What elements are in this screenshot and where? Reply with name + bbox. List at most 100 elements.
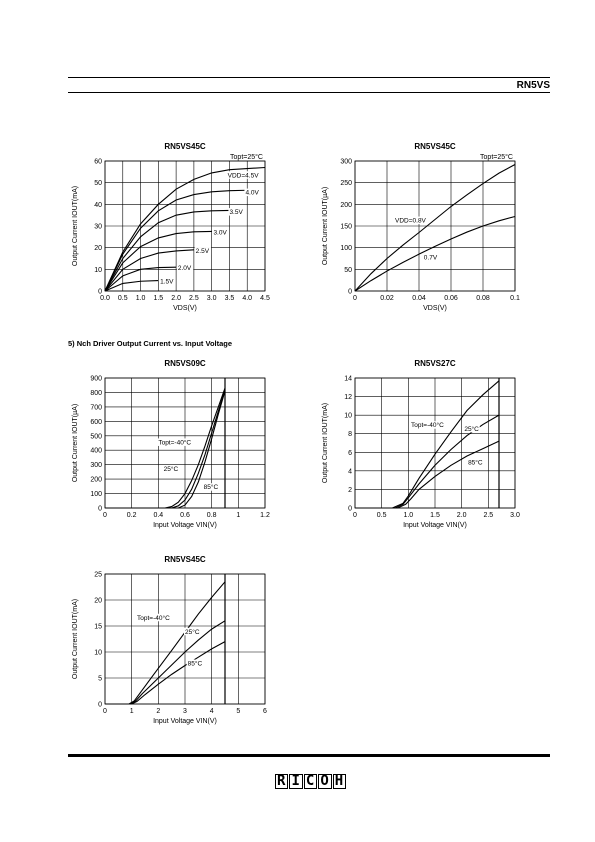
curve-label: 2.0V (178, 265, 192, 272)
chart-rn5vs45c-vin: RN5VS45C 0 1 2 3 4 5 6 0 5 10 15 20 25 Input Voltage V… (60, 553, 290, 743)
curve-label-bg (463, 424, 480, 433)
curve-label-bg (202, 483, 220, 491)
x-tick-label: 2 (156, 708, 160, 715)
y-tick-label: 4 (348, 468, 352, 475)
series-line-3 (104, 230, 212, 292)
chart-title: RN5VS09C (164, 359, 206, 368)
y-tick-label: 0 (348, 289, 352, 296)
x-tick-label: 0.02 (380, 295, 394, 302)
y-tick-label: 8 (348, 431, 352, 438)
x-tick-label: 0 (103, 708, 107, 715)
plot-frame (104, 160, 266, 292)
curve-label: 1.5V (160, 278, 174, 285)
x-tick-label: 1.0 (403, 512, 413, 519)
header-rule-bottom (68, 92, 550, 93)
curve-label-bg (394, 216, 425, 225)
chart-svg: 0 1 2 3 4 5 6 0 5 10 15 20 25 Input Voltage VIN(V) Out… (72, 572, 267, 726)
y-axis-label: Output Current IOUT(mA) (72, 186, 79, 266)
curve-label-bg (157, 438, 196, 446)
x-tick-label: 3.5 (225, 295, 235, 302)
y-axis-label: Output Current IOUT(µA) (72, 404, 79, 482)
y-tick-label: 25 (94, 572, 102, 579)
chart-svg: 0 0.5 1.0 1.5 2.0 2.5 3.0 0 2 4 6 8 10 12 14 Input Volt… (322, 376, 520, 530)
plot-frame (104, 377, 266, 509)
x-tick-label: 0 (353, 295, 357, 302)
header-title: RN5VS (516, 80, 550, 91)
x-tick-label: 0.06 (444, 295, 458, 302)
x-tick-label: 3.0 (510, 512, 520, 519)
curve-label-bg (186, 659, 204, 668)
y-tick-label: 0 (98, 702, 102, 709)
x-tick-label: 2.5 (189, 295, 199, 302)
curve-label-bg (194, 247, 212, 255)
chart-title: RN5VS45C (164, 555, 206, 564)
chart-svg: 0.0 0.5 1.0 1.5 2.0 2.5 3.0 3.5 4.0 4.5 0 10 20 30 40 5… (72, 153, 270, 312)
curve-label-bg (226, 171, 258, 179)
curve-label-bg (136, 613, 174, 622)
y-tick-label: 6 (348, 450, 352, 457)
chart-rn5vs45c-vds-ua: RN5VS45C 0 0.02 0.04 0.06 0.08 0.1 0 50 100 150 200… (310, 140, 540, 330)
chart-title: RN5VS45C (414, 142, 456, 151)
y-tick-label: 15 (94, 624, 102, 631)
y-tick-label: 20 (94, 245, 102, 252)
curve-label: 25°C (464, 425, 479, 433)
series-line-0 (355, 380, 500, 509)
curve-label: 25°C (164, 465, 179, 473)
x-tick-label: 1.0 (136, 295, 146, 302)
x-tick-label: 0.6 (180, 512, 190, 519)
y-tick-label: 60 (94, 159, 102, 166)
y-tick-label: 2 (348, 487, 352, 494)
x-tick-label: 2.5 (483, 512, 493, 519)
chart-rn5vs27c-vin: RN5VS27C 0 0.5 1.0 1.5 2.0 2.5 3.0 0 2 4 6 8 10 12 14 In… (310, 357, 540, 547)
series-line-0 (354, 163, 516, 292)
x-tick-label: 0.08 (476, 295, 490, 302)
y-tick-label: 12 (344, 394, 352, 401)
y-tick-label: 50 (344, 267, 352, 274)
x-tick-label: 3 (183, 708, 187, 715)
topt-label: Topt=25°C (480, 153, 513, 161)
chart-title: RN5VS27C (414, 359, 456, 368)
y-tick-label: 100 (90, 491, 102, 498)
plot-frame (354, 160, 516, 292)
curve-label: 4.0V (245, 190, 259, 197)
x-tick-label: 3.0 (207, 295, 217, 302)
series-line-2 (105, 641, 226, 705)
x-tick-label: 1 (236, 512, 240, 519)
curve-label: 85°C (204, 483, 219, 491)
x-tick-label: 4.0 (242, 295, 252, 302)
y-tick-label: 0 (98, 289, 102, 296)
series-line-1 (105, 620, 226, 705)
logo-letter: O (318, 773, 332, 789)
curve-label: 85°C (468, 458, 483, 466)
curve-label: VDD=0.8V (395, 218, 427, 225)
curve-label-bg (184, 627, 201, 636)
curve-label: Topt=-40°C (411, 421, 444, 429)
y-tick-label: 600 (90, 419, 102, 426)
y-tick-label: 100 (340, 245, 352, 252)
chart-title: RN5VS45C (164, 142, 206, 151)
x-tick-label: 0.5 (377, 512, 387, 519)
y-tick-label: 800 (90, 390, 102, 397)
curve-label: 2.5V (196, 248, 210, 255)
series-line-0 (104, 166, 266, 292)
curve-label: 25°C (185, 628, 200, 636)
y-tick-label: 20 (94, 598, 102, 605)
x-tick-label: 5 (236, 708, 240, 715)
curve-label-bg (467, 458, 484, 466)
logo-letter: I (289, 773, 303, 789)
x-tick-label: 0.5 (118, 295, 128, 302)
y-tick-label: 30 (94, 224, 102, 231)
x-tick-label: 6 (263, 708, 267, 715)
series-line-1 (105, 389, 226, 509)
series-line-4 (104, 249, 194, 292)
y-tick-label: 900 (90, 376, 102, 383)
series-line-0 (105, 581, 226, 705)
y-tick-label: 0 (348, 506, 352, 513)
curve-label: Topt=-40°C (158, 438, 191, 446)
chart-rn5vs09c-vin: RN5VS09C 0 0.2 0.4 0.6 0.8 1 1.2 0 100 200 300 400 50… (60, 357, 290, 547)
x-tick-label: 1.5 (153, 295, 163, 302)
x-tick-label: 1.2 (260, 512, 270, 519)
y-tick-label: 40 (94, 202, 102, 209)
y-tick-label: 250 (340, 180, 352, 187)
footer-rule (68, 754, 550, 757)
